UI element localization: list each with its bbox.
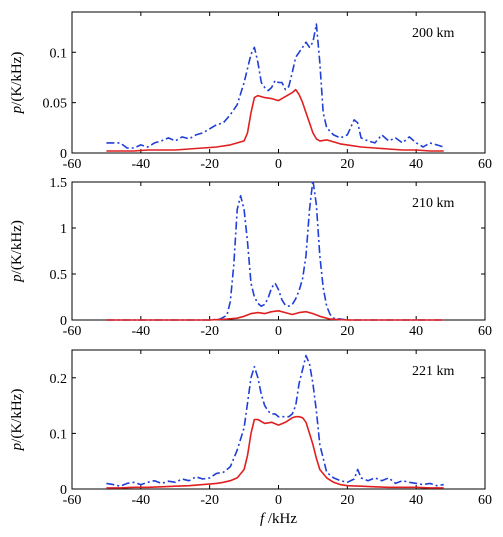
y-tick-label: 0.05 (43, 97, 68, 112)
x-tick-label: -60 (63, 157, 82, 172)
x-tick-label: 60 (478, 493, 492, 508)
x-tick-label: 20 (340, 493, 354, 508)
x-tick-label: -20 (200, 324, 219, 339)
y-tick-label: 0 (60, 147, 67, 162)
series-line-2 (106, 415, 444, 489)
y-tick-label: 0.1 (50, 46, 68, 61)
x-tick-label: 60 (478, 157, 492, 172)
x-tick-label: 60 (478, 324, 492, 339)
plot-frame (71, 181, 486, 321)
y-tick-label: 0.1 (50, 427, 68, 442)
panel-3: -60 -40 -20 0 20 40 60 0 0.1 0.2 221 km p/(K/kHz) f … (9, 349, 492, 527)
x-tick-label: 20 (340, 324, 354, 339)
plot-frame (71, 349, 486, 490)
x-tick-label: 0 (275, 157, 282, 172)
x-tick-label: -40 (131, 493, 150, 508)
y-tick-label: 0.5 (50, 268, 68, 283)
x-tick-label: 40 (409, 324, 423, 339)
y-tick-label: 0 (60, 483, 67, 498)
x-tick-label: 40 (409, 157, 423, 172)
x-tick-label: -40 (131, 157, 150, 172)
y-tick-label: 0.2 (50, 372, 68, 387)
y-axis-label: p/(K/kHz) (9, 52, 25, 115)
x-tick-label: -60 (63, 493, 82, 508)
x-tick-label: 0 (275, 493, 282, 508)
x-tick-label: 20 (340, 157, 354, 172)
panel-2: -60 -40 -20 0 20 40 60 0 0.5 1 1.5 210 km p/(K/kHz) (9, 176, 492, 339)
series-line-2 (106, 309, 444, 321)
x-tick-label: -20 (200, 157, 219, 172)
panel-label: 210 km (412, 196, 455, 211)
panel-label: 200 km (412, 26, 455, 41)
x-axis-label: f /kHz (260, 511, 297, 527)
x-tick-label: 40 (409, 493, 423, 508)
x-tick-label: 0 (275, 324, 282, 339)
x-tick-label: -60 (63, 324, 82, 339)
series-line-2 (106, 88, 444, 152)
y-tick-label: 0 (60, 314, 67, 329)
y-axis-label: p/(K/kHz) (9, 389, 25, 452)
y-tick-label: 1 (60, 222, 67, 237)
panel-label: 221 km (412, 364, 455, 379)
x-tick-label: -20 (200, 493, 219, 508)
panel-1: -60 -40 -20 0 20 40 60 0 0.05 0.1 200 km p/(K/kHz) (9, 11, 492, 172)
x-tick-label: -40 (131, 324, 150, 339)
y-tick-label: 1.5 (50, 176, 68, 191)
series-line-1 (106, 179, 444, 321)
series-line-1 (106, 354, 444, 488)
y-axis-label: p/(K/kHz) (9, 220, 25, 283)
series-line-1 (106, 23, 444, 149)
